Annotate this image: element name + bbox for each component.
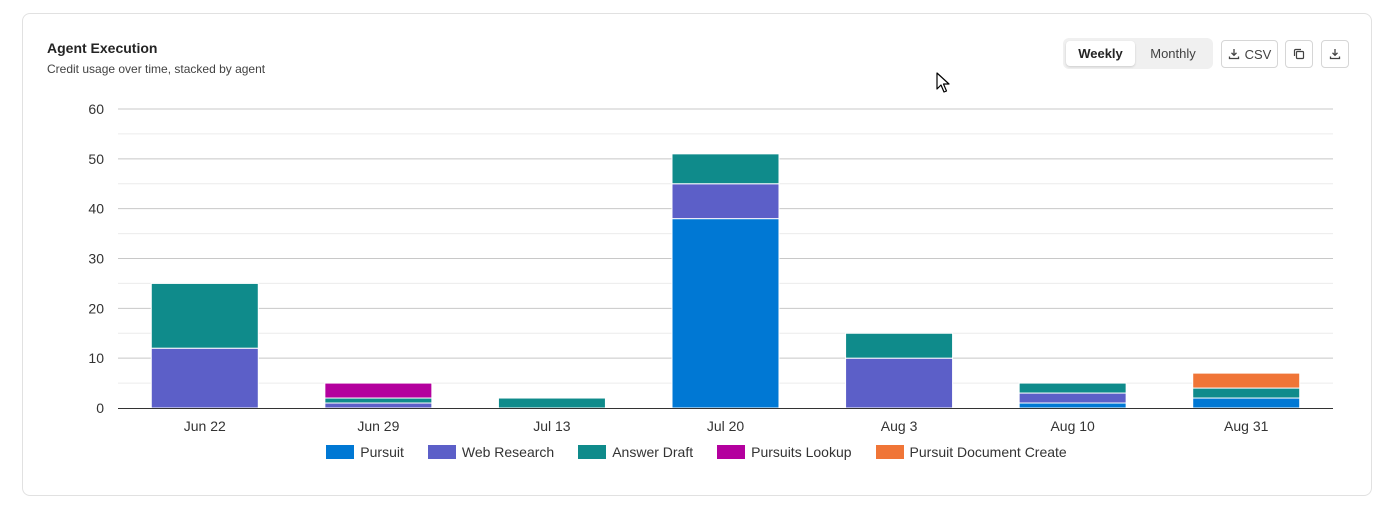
x-tick-label: Jun 22 xyxy=(184,418,226,434)
bar-segment xyxy=(150,347,259,409)
mouse-cursor-icon xyxy=(936,72,950,99)
bar-segment xyxy=(1018,392,1127,404)
legend-label: Web Research xyxy=(461,444,555,460)
bar-segment xyxy=(671,183,780,220)
bar-segment xyxy=(497,397,606,409)
x-tick-label: Jul 20 xyxy=(707,418,745,434)
export-csv-button[interactable]: CSV xyxy=(1221,40,1278,68)
x-tick-label: Aug 10 xyxy=(1050,418,1095,434)
csv-label: CSV xyxy=(1244,46,1272,62)
bar-segment xyxy=(845,357,954,409)
legend-item[interactable]: Pursuit xyxy=(326,444,404,460)
y-tick-label: 20 xyxy=(88,300,104,316)
copy-icon xyxy=(1293,48,1305,60)
legend-label: Answer Draft xyxy=(612,444,694,460)
y-tick-label: 0 xyxy=(96,400,104,416)
x-tick-label: Jun 29 xyxy=(357,418,399,434)
bar-segment xyxy=(671,153,780,185)
legend-item[interactable]: Pursuit Document Create xyxy=(875,444,1067,460)
legend-label: Pursuits Lookup xyxy=(751,444,852,460)
weekly-button[interactable]: Weekly xyxy=(1066,41,1135,66)
bar-segment xyxy=(150,282,259,349)
monthly-button[interactable]: Monthly xyxy=(1150,46,1196,61)
chart-subtitle: Credit usage over time, stacked by agent xyxy=(47,62,266,76)
bar-segment xyxy=(324,402,433,409)
bar-segment xyxy=(1192,397,1301,409)
legend-label: Pursuit Document Create xyxy=(909,444,1067,460)
x-tick-label: Aug 3 xyxy=(881,418,918,434)
bar-segment xyxy=(845,332,954,359)
download-button[interactable] xyxy=(1321,40,1349,68)
period-toggle: Weekly Monthly xyxy=(1063,38,1213,69)
bar-segment xyxy=(1018,402,1127,409)
y-tick-label: 30 xyxy=(88,251,104,267)
bar-segment xyxy=(324,382,433,399)
y-tick-label: 50 xyxy=(88,151,104,167)
legend-swatch xyxy=(427,445,456,459)
legend-item[interactable]: Answer Draft xyxy=(578,444,693,460)
bar-segment xyxy=(324,397,433,404)
y-tick-label: 10 xyxy=(88,350,104,366)
download-icon xyxy=(1329,48,1341,60)
download-icon xyxy=(1228,48,1240,60)
chart-title: Agent Execution xyxy=(47,40,158,56)
x-tick-label: Jul 13 xyxy=(533,418,571,434)
bar-segment xyxy=(1018,382,1127,394)
legend-label: Pursuit xyxy=(360,444,404,460)
copy-button[interactable] xyxy=(1285,40,1313,68)
legend-item[interactable]: Pursuits Lookup xyxy=(717,444,852,460)
legend-swatch xyxy=(326,445,355,459)
legend-swatch xyxy=(717,445,746,459)
x-tick-label: Aug 31 xyxy=(1224,418,1269,434)
bar-segment xyxy=(1192,387,1301,399)
bar-segment xyxy=(671,218,780,409)
legend-item[interactable]: Web Research xyxy=(427,444,555,460)
bar-segment xyxy=(1192,372,1301,389)
legend-swatch xyxy=(875,445,904,459)
legend-swatch xyxy=(578,445,607,459)
chart-legend: Pursuit Web Research Answer Draft Pursuits … xyxy=(0,444,1393,460)
y-tick-label: 40 xyxy=(88,201,104,217)
y-tick-label: 60 xyxy=(88,101,104,117)
